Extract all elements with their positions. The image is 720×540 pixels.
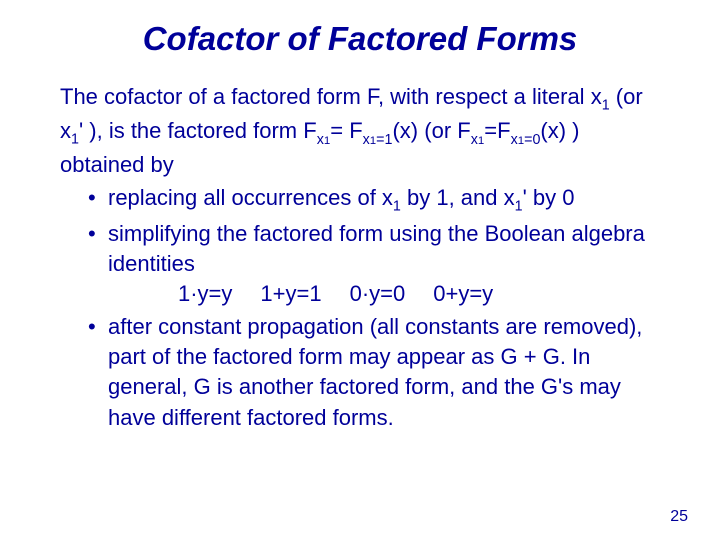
slide: Cofactor of Factored Forms The cofactor … xyxy=(0,0,720,433)
var-F: F xyxy=(497,118,510,143)
sub: 1 xyxy=(393,198,401,214)
text: (or xyxy=(418,118,457,143)
text: simplifying the factored form using the … xyxy=(108,221,645,276)
text: after constant propagation xyxy=(108,314,370,339)
text: cofactor of a factored form xyxy=(104,84,367,109)
text: (all constants are removed) xyxy=(370,314,637,339)
identity-1: 1·y=y xyxy=(178,281,232,306)
sub: 1 xyxy=(71,132,79,148)
text: ' by 0 xyxy=(523,185,575,210)
bullet-list: replacing all occurrences of x1 by 1, an… xyxy=(60,183,660,434)
text: = xyxy=(484,118,497,143)
text: The xyxy=(60,84,104,109)
sub: 1 xyxy=(515,198,523,214)
identities-row: 1·y=y 1+y=1 0·y=0 0+y=y xyxy=(108,279,660,309)
text: ), is the factored form xyxy=(83,118,303,143)
identity-4: 0+y=y xyxy=(433,281,493,306)
var-x1p: x xyxy=(60,118,71,143)
sub: 1 xyxy=(602,97,610,113)
text: (or xyxy=(610,84,643,109)
identity-2: 1+y=1 xyxy=(260,281,321,306)
identity-3: 0·y=0 xyxy=(350,281,406,306)
sub: x1=0 xyxy=(511,132,541,148)
sub: x1=1 xyxy=(363,132,393,148)
text: (x) xyxy=(540,118,566,143)
var-F: F xyxy=(349,118,362,143)
text: = xyxy=(330,118,349,143)
slide-title: Cofactor of Factored Forms xyxy=(60,20,660,58)
bullet-1: replacing all occurrences of x1 by 1, an… xyxy=(88,183,660,217)
intro-paragraph: The cofactor of a factored form F, with … xyxy=(60,82,660,181)
sub: x1 xyxy=(471,132,485,148)
text: , with respect a literal xyxy=(378,84,591,109)
slide-body: The cofactor of a factored form F, with … xyxy=(60,82,660,433)
var-x1: x xyxy=(591,84,602,109)
page-number: 25 xyxy=(670,508,688,526)
bullet-3: after constant propagation (all constant… xyxy=(88,312,660,433)
text: (x) xyxy=(392,118,418,143)
var-F: F xyxy=(303,118,316,143)
bullet-2: simplifying the factored form using the … xyxy=(88,219,660,310)
var-F: F xyxy=(367,84,378,109)
text: replacing all occurrences of x xyxy=(108,185,393,210)
var-F: F xyxy=(457,118,470,143)
sub: x1 xyxy=(317,132,331,148)
text: by 1, and x xyxy=(401,185,515,210)
